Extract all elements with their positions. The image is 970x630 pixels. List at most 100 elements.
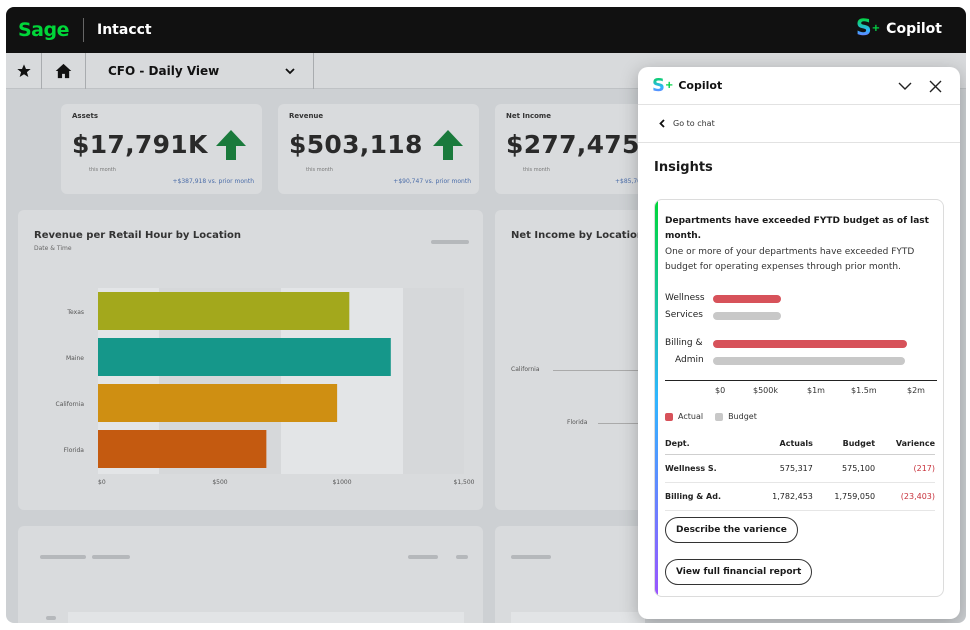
kpi-period: this month xyxy=(306,167,333,173)
bar-label: Admin xyxy=(675,355,704,365)
dashboard-selector[interactable]: CFO - Daily View xyxy=(86,53,314,89)
bar-actual-billing xyxy=(713,340,908,348)
legend-label: Actual xyxy=(678,412,704,421)
describe-variance-button[interactable]: Describe the varience xyxy=(665,517,798,543)
kpi-compare: +$90,747 vs. prior month xyxy=(393,178,471,185)
kpi-period: this month xyxy=(523,167,550,173)
kpi-value: $277,475 xyxy=(506,130,640,159)
bar-florida xyxy=(98,430,267,468)
skeleton-block xyxy=(511,612,645,623)
chevron-left-icon xyxy=(659,119,665,128)
dashboard-title: CFO - Daily View xyxy=(108,64,220,78)
bar-budget-billing xyxy=(713,357,905,365)
column-header: Actuals xyxy=(750,434,813,455)
skeleton-bar xyxy=(408,555,438,559)
chart-subtitle: Date & Time xyxy=(34,245,72,252)
chevron-down-icon xyxy=(898,82,912,90)
home-button[interactable] xyxy=(42,53,86,89)
bar-budget-wellness xyxy=(713,312,781,320)
x-tick-label: $500 xyxy=(212,479,227,486)
y-tick-label: Florida xyxy=(64,447,85,454)
table-cell: 1,759,050 xyxy=(812,482,876,511)
x-tick-label: $0 xyxy=(715,386,726,395)
x-axis xyxy=(665,380,937,381)
skeleton-bar xyxy=(40,555,86,559)
kpi-card-net-income[interactable]: Net Income $277,475 this month +$85,70 xyxy=(495,104,645,194)
bar-label: Services xyxy=(665,310,703,320)
chart-menu-handle[interactable] xyxy=(431,240,469,244)
legend-swatch xyxy=(665,412,673,421)
copilot-icon: S+ xyxy=(652,74,674,96)
product-name: Intacct xyxy=(97,22,152,38)
y-tick-label: California xyxy=(56,401,85,408)
divider xyxy=(83,18,84,42)
bar-label: Billing & xyxy=(665,338,703,348)
table-cell: Wellness S. xyxy=(665,454,751,483)
placeholder-card[interactable] xyxy=(495,526,645,623)
kpi-period: this month xyxy=(89,167,116,173)
net-income-chart-card[interactable]: Net Income by Location California Florid… xyxy=(495,210,645,510)
copilot-icon: S+ xyxy=(855,16,881,41)
kpi-card-revenue[interactable]: Revenue $503,118 this month +$90,747 vs.… xyxy=(278,104,479,194)
kpi-value: $17,791K xyxy=(72,130,208,159)
chart-legend: Actual Budget xyxy=(665,412,757,421)
minimize-button[interactable] xyxy=(894,75,916,97)
table-row: Billing & Ad. 1,782,453 1,759,050 (23,40… xyxy=(665,482,935,511)
arrow-up-icon xyxy=(216,130,246,160)
x-tick-label: $0 xyxy=(98,479,106,486)
bar-label: Wellness xyxy=(665,293,705,303)
close-button[interactable] xyxy=(924,75,946,97)
x-tick-label: $1m xyxy=(807,386,825,395)
insight-card: Departments have exceeded FYTD budget as… xyxy=(654,199,944,597)
leader-line xyxy=(553,370,643,371)
star-icon xyxy=(16,64,31,77)
y-tick-label: Texas xyxy=(66,309,84,316)
chevron-down-icon xyxy=(285,67,295,74)
view-financial-report-button[interactable]: View full financial report xyxy=(665,559,813,585)
arrow-up-icon xyxy=(433,130,463,160)
copilot-title: Copilot xyxy=(678,79,723,92)
x-tick-label: $1,500 xyxy=(454,479,475,486)
table-cell: 1,782,453 xyxy=(750,482,813,511)
go-to-chat-link[interactable]: Go to chat xyxy=(638,105,960,143)
revenue-chart-card[interactable]: Revenue per Retail Hour by Location Date… xyxy=(18,210,483,510)
close-icon xyxy=(929,80,941,92)
table-cell: Billing & Ad. xyxy=(665,482,751,511)
skeleton-bar xyxy=(46,616,56,620)
table-cell: (23,403) xyxy=(875,482,935,511)
table-row: Wellness S. 575,317 575,100 (217) xyxy=(665,454,935,483)
skeleton-block xyxy=(68,612,464,623)
go-to-chat-label: Go to chat xyxy=(673,119,715,128)
column-header: Budget xyxy=(812,434,876,455)
chart-title: Net Income by Location xyxy=(511,230,645,241)
kpi-title: Net Income xyxy=(506,112,551,120)
kpi-card-assets[interactable]: Assets $17,791K this month +$387,918 vs.… xyxy=(61,104,262,194)
legend-item-budget: Budget xyxy=(715,412,757,421)
bar-maine xyxy=(98,338,391,376)
chart-category-label: California xyxy=(511,366,540,373)
favorites-button[interactable] xyxy=(6,53,42,89)
home-icon xyxy=(55,63,72,79)
x-tick-label: $1000 xyxy=(332,479,351,486)
table-cell: 575,100 xyxy=(812,454,876,483)
revenue-bar-chart: Texas Maine California Florida $0 $500 $1000 $1… xyxy=(56,288,475,486)
legend-item-actual: Actual xyxy=(665,412,703,421)
chart-title: Revenue per Retail Hour by Location xyxy=(34,230,242,241)
table-header-row: Dept. Actuals Budget Varience xyxy=(665,434,935,455)
table-cell: (217) xyxy=(875,454,935,483)
insight-headline: Departments have exceeded FYTD budget as… xyxy=(665,216,929,241)
copilot-panel-header: S+ Copilot xyxy=(638,67,960,105)
app-window: Sage Intacct S+ Copilot CFO - Daily View… xyxy=(6,7,966,623)
top-bar: Sage Intacct S+ Copilot xyxy=(6,7,966,53)
sage-logo[interactable]: Sage xyxy=(18,19,70,41)
skeleton-bar xyxy=(92,555,130,559)
placeholder-card[interactable] xyxy=(18,526,483,623)
leader-line xyxy=(598,423,643,424)
copilot-panel-title: S+ Copilot xyxy=(652,75,722,97)
legend-swatch xyxy=(715,412,724,421)
copilot-launcher[interactable]: S+ Copilot xyxy=(856,18,942,40)
kpi-title: Assets xyxy=(72,112,99,120)
skeleton-bar xyxy=(511,555,551,559)
x-tick-label: $2m xyxy=(907,386,925,395)
y-tick-label: Maine xyxy=(66,355,84,362)
